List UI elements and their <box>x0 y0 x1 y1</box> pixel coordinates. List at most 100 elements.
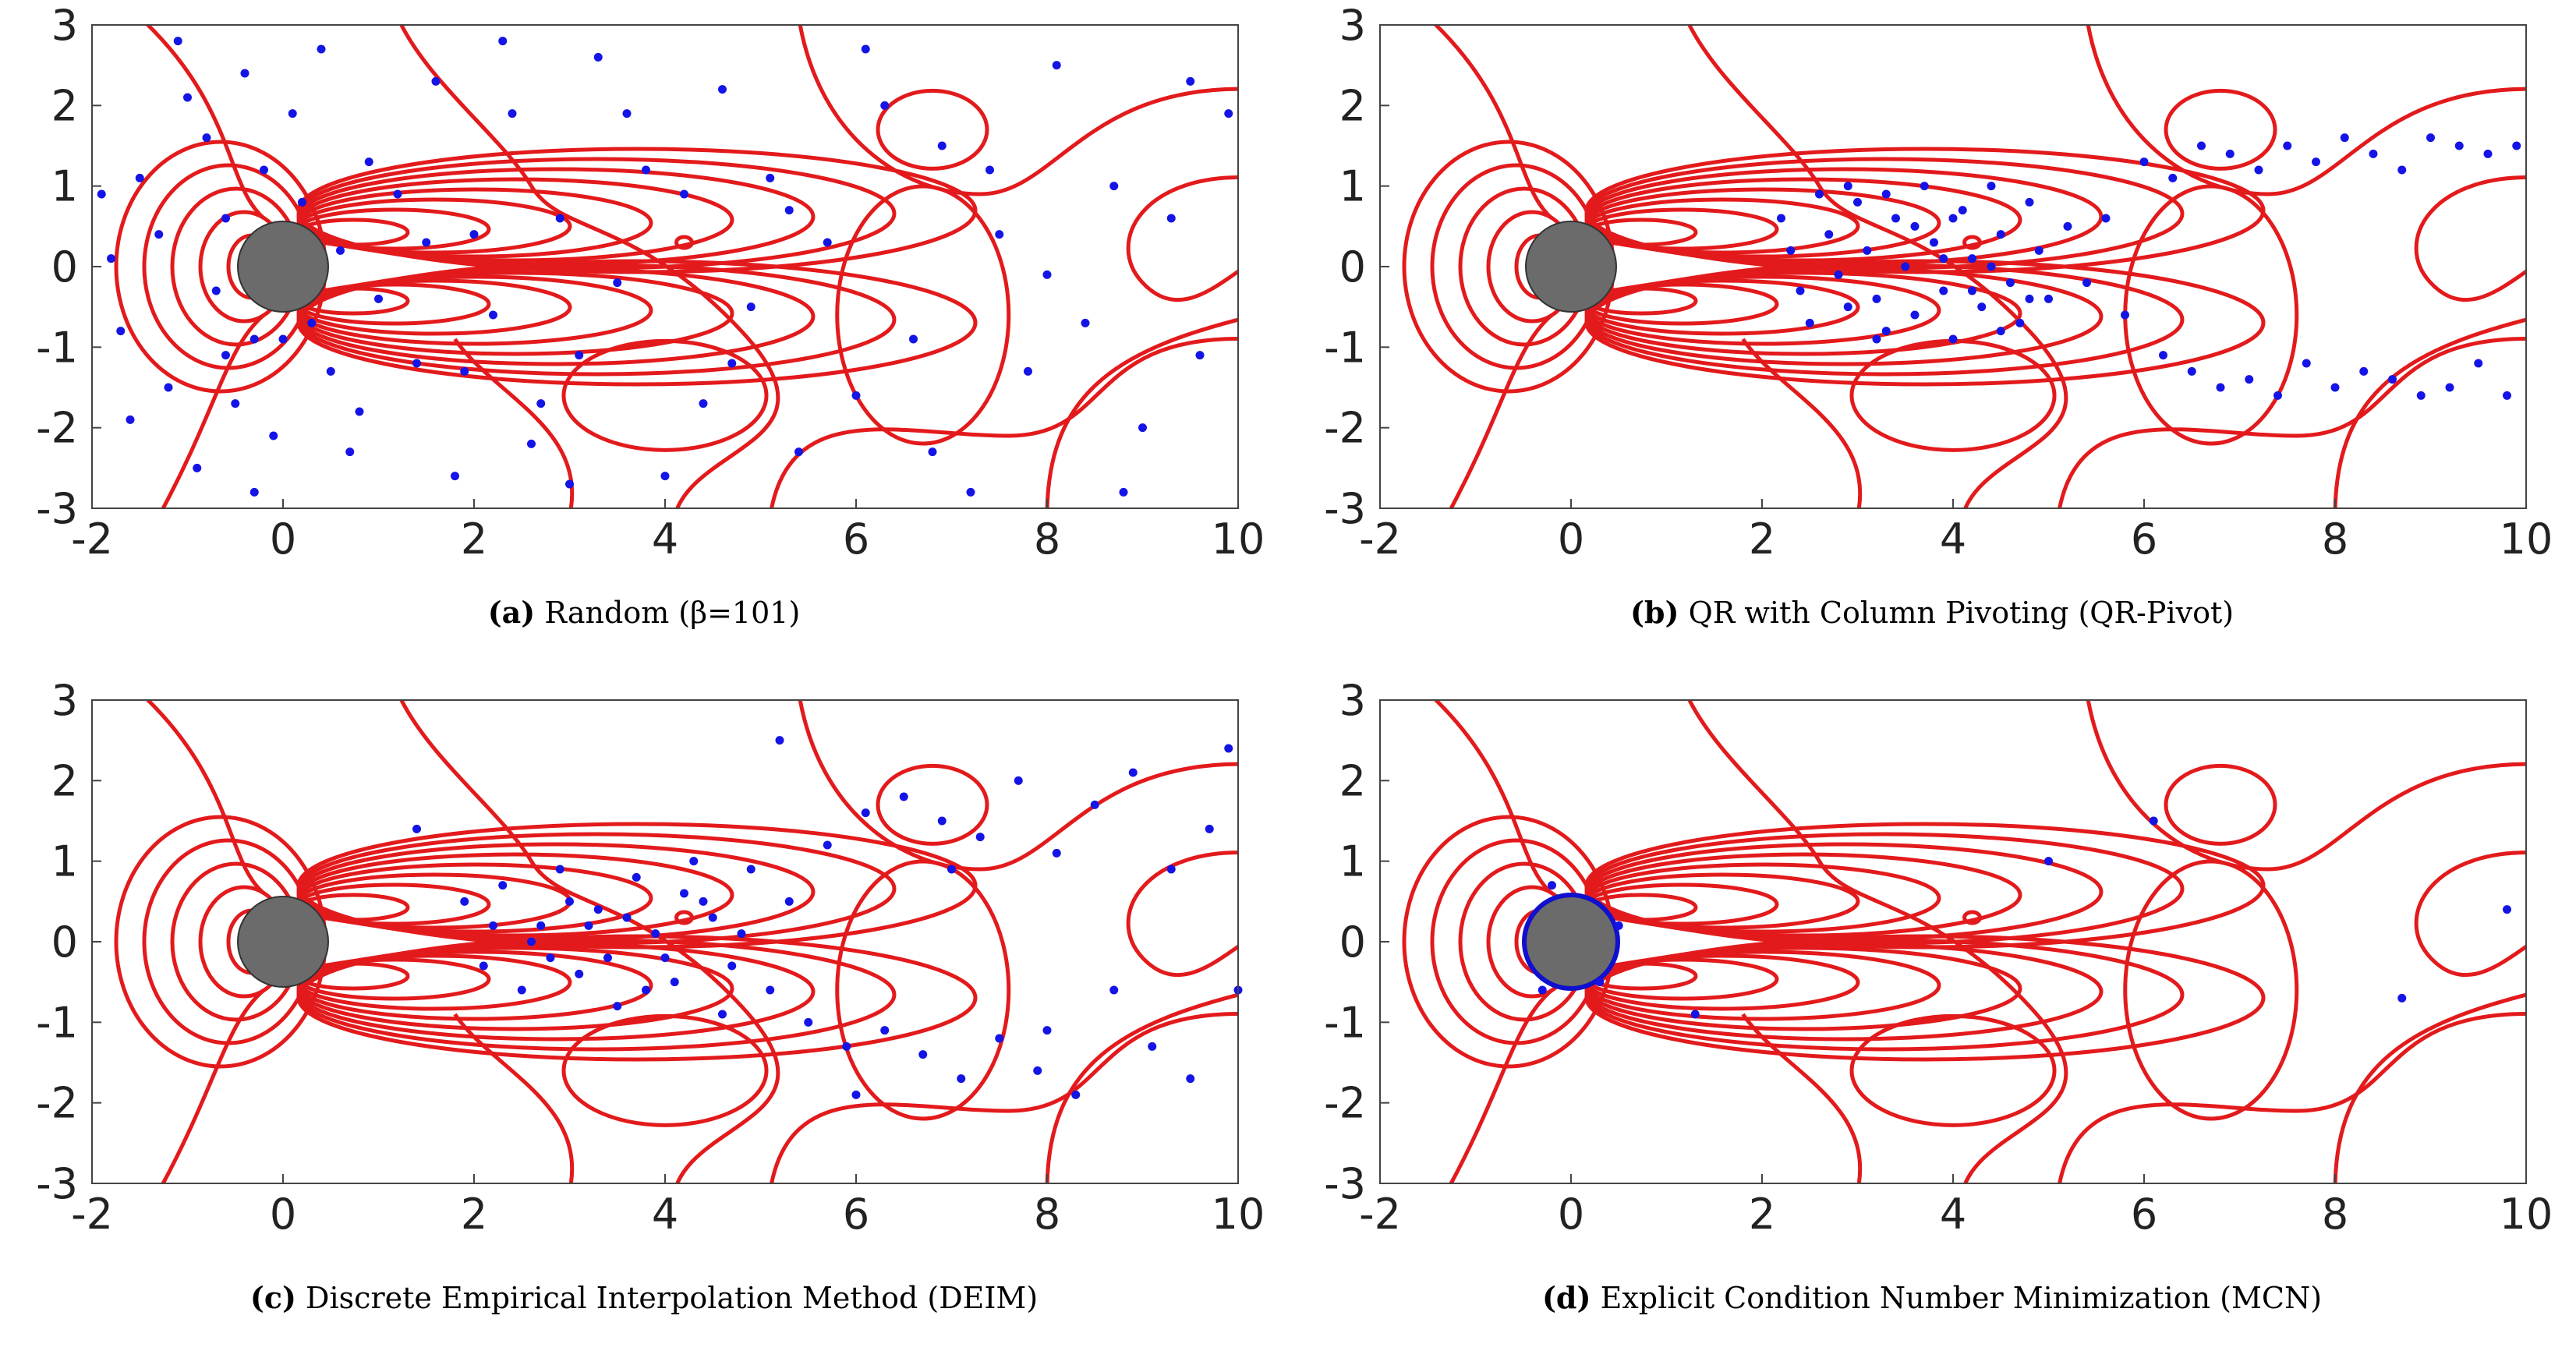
sensor-point <box>1033 1066 1042 1075</box>
x-tick-label: 10 <box>2500 515 2553 564</box>
sensor-point <box>508 109 517 118</box>
y-tick-label: 1 <box>51 837 78 886</box>
sensor-point <box>1224 744 1233 753</box>
y-tick-label: 0 <box>51 242 78 292</box>
y-tick-label: -3 <box>1324 1159 1366 1208</box>
contour-loop-upper <box>2164 88 2277 171</box>
sensor-point <box>193 463 202 472</box>
contour-loop-lower <box>1849 1013 2057 1127</box>
sensor-point <box>489 310 497 320</box>
sensor-point <box>2187 366 2196 376</box>
sensor-point <box>1948 214 1958 223</box>
contour-wake-curve <box>1687 25 2068 508</box>
sensor-point <box>460 366 469 376</box>
sensor-point <box>1042 1026 1052 1035</box>
sensor-point <box>1186 76 1195 86</box>
sensor-point <box>2397 993 2407 1003</box>
sensor-point <box>909 334 918 344</box>
sensor-point <box>842 1042 851 1051</box>
sensor-point <box>1119 487 1128 497</box>
sensor-point <box>307 318 317 327</box>
y-tick-label: 1 <box>1339 837 1366 886</box>
x-tick-label: 8 <box>2322 1190 2348 1239</box>
sensor-point <box>1910 310 1920 320</box>
sensor-point <box>2503 391 2511 400</box>
sensor-point <box>584 921 593 930</box>
sensor-point <box>718 1010 727 1019</box>
sensor-point <box>2512 141 2521 150</box>
contour-upper-right <box>2086 25 2526 196</box>
sensor-point <box>746 302 755 312</box>
sensor-point <box>1805 318 1814 327</box>
sensor-point <box>1824 230 1834 239</box>
sensor-point <box>173 37 182 46</box>
sensor-point <box>861 44 870 54</box>
contour-upper-right <box>798 700 1238 872</box>
sensor-point <box>737 929 746 939</box>
sensor-point <box>546 953 555 963</box>
sensor-point <box>1205 824 1214 833</box>
sensor-point <box>154 230 164 239</box>
contour-lines <box>114 25 1238 508</box>
y-tick-label: 2 <box>1339 81 1366 130</box>
sensor-point <box>2139 157 2149 167</box>
sensor-point <box>718 85 727 94</box>
caption-a-tag: (a) <box>487 595 536 630</box>
caption-c-text: Discrete Empirical Interpolation Method … <box>306 1281 1039 1315</box>
sensor-point <box>1224 109 1233 118</box>
sensor-point <box>2312 157 2320 167</box>
sensor-point <box>412 359 421 368</box>
caption-a-text: Random (β=101) <box>544 596 801 630</box>
x-tick-label: 6 <box>2131 1190 2157 1239</box>
sensor-point <box>240 69 249 78</box>
sensor-point <box>1537 985 1547 995</box>
sensor-point <box>699 399 708 408</box>
sensor-point <box>2397 165 2407 175</box>
sensor-point <box>937 816 947 826</box>
sensor-point <box>527 937 536 946</box>
contour-loop-lower <box>561 338 769 452</box>
sensor-point <box>2454 141 2464 150</box>
sensor-point <box>536 921 546 930</box>
y-tick-label: 0 <box>51 918 78 967</box>
sensor-point <box>1853 197 1862 207</box>
caption-c: (c) Discrete Empirical Interpolation Met… <box>0 1280 1288 1315</box>
sensor-point <box>680 189 688 199</box>
x-tick-label: -2 <box>71 515 113 564</box>
contour-small-loop <box>1962 235 1982 250</box>
sensor-point <box>2503 905 2511 914</box>
sensor-point <box>622 109 632 118</box>
sensor-point <box>2254 165 2263 175</box>
x-tick-label: 2 <box>1749 515 1775 564</box>
sensor-point <box>2149 816 2158 826</box>
sensor-point <box>183 93 192 102</box>
y-tick-label: -2 <box>1324 1079 1366 1128</box>
contour-far-lower <box>2333 317 2526 508</box>
x-tick-label: -2 <box>71 1190 113 1239</box>
sensor-point <box>823 840 832 850</box>
contour-small-loop <box>674 910 694 925</box>
sensor-point <box>1891 214 1900 223</box>
y-tick-label: 3 <box>1339 1 1366 50</box>
contour-inflow-lower <box>161 313 266 508</box>
sensor-point <box>164 383 173 392</box>
sensor-point <box>1090 800 1099 809</box>
y-tick-label: -2 <box>36 1079 78 1128</box>
caption-b-text: QR with Column Pivoting (QR-Pivot) <box>1688 596 2235 630</box>
contour-upper-right <box>798 25 1238 196</box>
sensor-point <box>1052 848 1061 858</box>
sensor-point <box>642 165 650 175</box>
sensor-point <box>899 792 908 801</box>
x-tick-label: 0 <box>1558 1190 1584 1239</box>
y-tick-label: -1 <box>1324 998 1366 1047</box>
cylinder <box>1525 221 1617 313</box>
sensor-point <box>1166 865 1176 874</box>
sensor-point <box>221 214 230 223</box>
x-tick-label: 10 <box>2500 1190 2553 1239</box>
contour-small-loop <box>1962 910 1982 925</box>
y-tick-label: -3 <box>1324 484 1366 533</box>
sensor-point <box>451 472 459 481</box>
sensor-point <box>928 447 937 457</box>
